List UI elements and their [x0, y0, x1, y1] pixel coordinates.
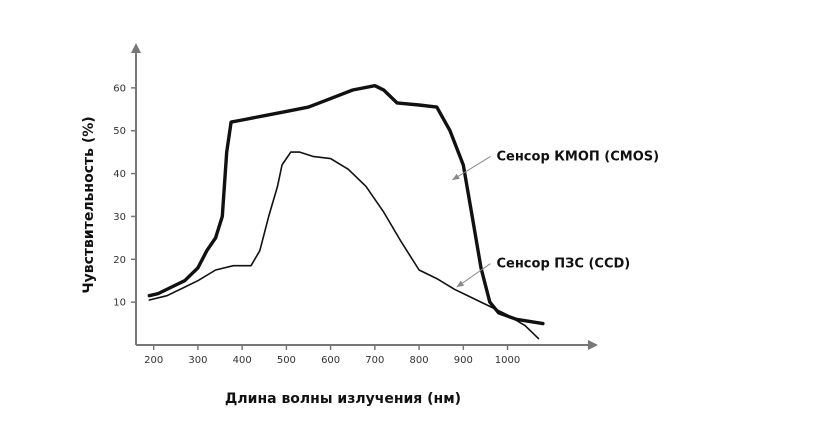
series-label-ccd: Сенсор ПЗС (CCD): [496, 257, 630, 272]
x-tick-label: 900: [454, 355, 473, 366]
series-label-cmos: Сенсор КМОП (CMOS): [496, 149, 659, 164]
x-axis-arrow-icon: [588, 340, 598, 350]
series-line-cmos: [147, 84, 545, 326]
x-ticks: 200 300 400 500 600 700 800 900 1000: [144, 345, 520, 366]
x-tick-label: 800: [410, 355, 429, 366]
x-tick-label: 500: [277, 355, 296, 366]
x-tick-label: 300: [188, 355, 207, 366]
series-group: [147, 84, 545, 340]
x-axis-title: Длина волны излучения (нм): [225, 391, 461, 407]
y-tick-label: 10: [113, 298, 126, 309]
y-tick-label: 40: [113, 169, 126, 180]
y-tick-label: 50: [113, 126, 126, 137]
x-tick-label: 200: [144, 355, 163, 366]
y-tick-label: 30: [113, 212, 126, 223]
y-axis-arrow-icon: [131, 43, 141, 53]
x-tick-label: 1000: [495, 355, 520, 366]
annotation-group: Сенсор КМОП (CMOS) Сенсор ПЗС (CCD): [451, 149, 659, 288]
x-tick-label: 600: [321, 355, 340, 366]
y-tick-label: 20: [113, 255, 126, 266]
series-line-ccd: [148, 151, 540, 340]
annotation-arrow-line: [451, 156, 491, 181]
axes: [131, 43, 598, 350]
x-tick-label: 700: [365, 355, 384, 366]
y-ticks: 10 20 30 40 50 60: [113, 83, 136, 309]
arrowhead-icon: [452, 173, 460, 180]
y-axis-title: Чувствительность (%): [81, 116, 97, 293]
arrowhead-icon: [456, 280, 465, 288]
y-tick-label: 60: [113, 83, 126, 94]
x-tick-label: 400: [233, 355, 252, 366]
